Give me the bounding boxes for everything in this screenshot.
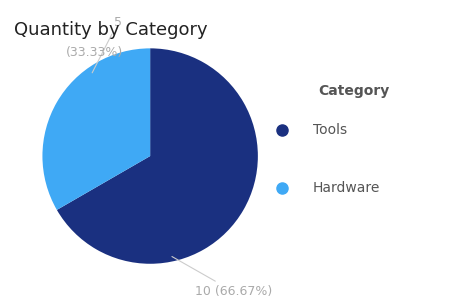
Text: Tools: Tools bbox=[313, 123, 347, 137]
Text: 10 (66.67%): 10 (66.67%) bbox=[172, 256, 273, 298]
Text: (33.33%): (33.33%) bbox=[66, 46, 123, 59]
Text: Hardware: Hardware bbox=[313, 181, 380, 195]
Text: 5: 5 bbox=[92, 16, 122, 73]
Text: Category: Category bbox=[318, 84, 390, 98]
Wedge shape bbox=[42, 48, 150, 210]
Wedge shape bbox=[57, 48, 258, 264]
Text: Quantity by Category: Quantity by Category bbox=[14, 21, 207, 39]
